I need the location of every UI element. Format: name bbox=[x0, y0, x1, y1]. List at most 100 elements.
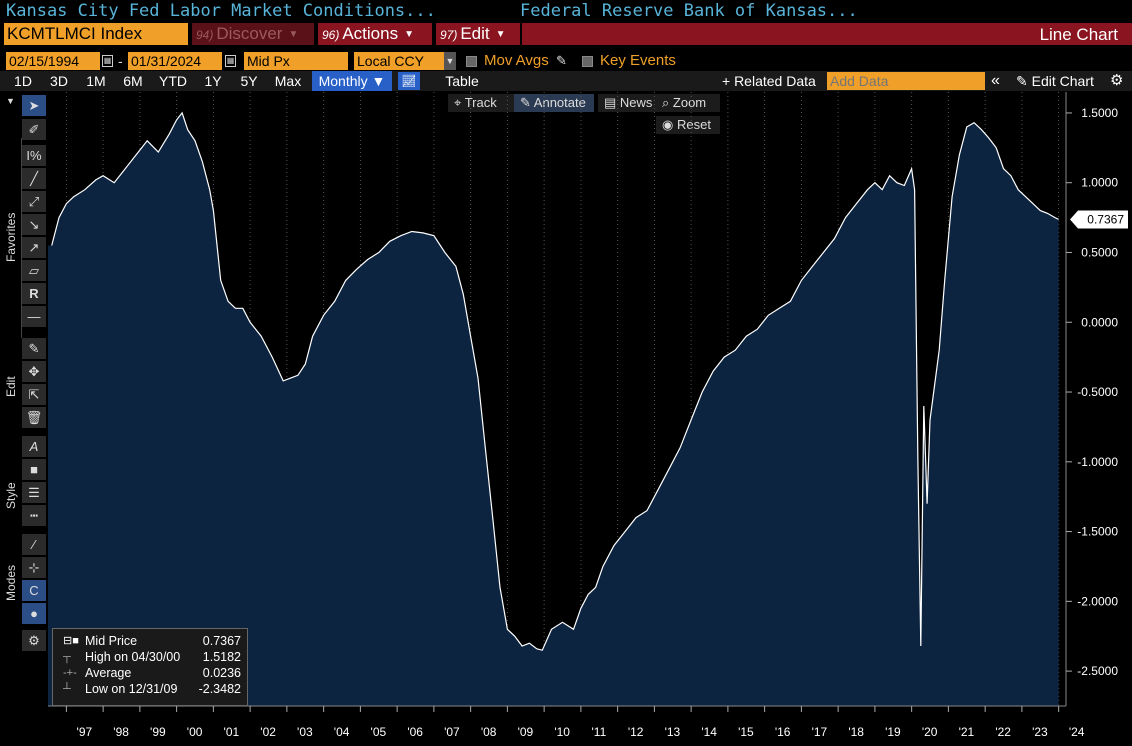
reset-button[interactable]: ◉ Reset bbox=[656, 116, 720, 134]
field-input[interactable]: Mid Px bbox=[244, 52, 348, 70]
series-line bbox=[51, 111, 1059, 651]
x-tick-label: '16 bbox=[775, 725, 791, 739]
ray-tool-icon[interactable]: ↗ bbox=[22, 237, 46, 259]
legend-value: 0.7367 bbox=[202, 634, 241, 648]
channel-tool-icon[interactable]: ▱ bbox=[22, 260, 46, 282]
currency-select[interactable]: Local CCY bbox=[354, 52, 444, 70]
annotate-label: Annotate bbox=[533, 95, 586, 110]
x-tick-label: '23 bbox=[1032, 725, 1048, 739]
gear-icon[interactable]: ⚙ bbox=[1110, 72, 1124, 89]
x-tick-label: '04 bbox=[334, 725, 350, 739]
y-tick-label: -1.5000 bbox=[1077, 525, 1118, 539]
crosshair-icon: ⌖ bbox=[454, 95, 465, 110]
pointer-icon[interactable]: ➤ bbox=[22, 95, 46, 117]
title-bar: Kansas City Fed Labor Market Conditions.… bbox=[0, 0, 1132, 22]
calendar-icon[interactable]: ▦ bbox=[102, 55, 113, 67]
x-tick-label: '13 bbox=[665, 725, 681, 739]
hline-tool-icon[interactable]: — bbox=[22, 306, 46, 328]
range-ytd[interactable]: YTD bbox=[159, 73, 187, 89]
text-tool-icon[interactable]: R bbox=[22, 283, 46, 305]
x-tick-label: '03 bbox=[297, 725, 313, 739]
range-6m[interactable]: 6M bbox=[123, 73, 143, 89]
y-tick-label: 1.5000 bbox=[1081, 106, 1118, 120]
legend-value: 1.5182 bbox=[202, 650, 241, 664]
chevron-down-icon[interactable]: ▼ bbox=[444, 52, 456, 70]
line-chart-icon[interactable]: 📈︎ bbox=[398, 72, 420, 90]
legend-value: -2.3482 bbox=[198, 682, 241, 696]
magnet-icon[interactable]: C bbox=[22, 580, 46, 602]
security-name: Kansas City Fed Labor Market Conditions.… bbox=[6, 1, 436, 21]
line-tool-icon[interactable]: ╱ bbox=[22, 168, 46, 190]
x-tick-label: '99 bbox=[150, 725, 166, 739]
pen-icon[interactable]: ✐ bbox=[22, 119, 46, 141]
discover-num: 94) bbox=[196, 28, 214, 42]
pattern-icon[interactable]: ⁄ bbox=[22, 534, 46, 556]
range-max[interactable]: Max bbox=[274, 73, 302, 89]
drawing-tools-sidebar: ▼ Favorites Edit Style Modes ➤ ✐ I% ╱ ⤢ … bbox=[0, 92, 48, 746]
frequency-select[interactable]: Monthly ▼ bbox=[312, 71, 392, 91]
y-tick-label: -2.0000 bbox=[1077, 594, 1118, 608]
trendline-icon[interactable]: ⤢ bbox=[22, 191, 46, 213]
x-tick-label: '09 bbox=[518, 725, 534, 739]
line-style-icon[interactable]: ┅ bbox=[22, 505, 46, 527]
color-palette-icon[interactable]: ● bbox=[22, 603, 46, 625]
x-tick-label: '14 bbox=[701, 725, 717, 739]
mov-avgs-checkbox[interactable] bbox=[466, 56, 477, 67]
issuer-name: Federal Reserve Bank of Kansas... bbox=[520, 1, 858, 21]
range-1m[interactable]: 1M bbox=[86, 73, 106, 89]
table-button[interactable]: Table bbox=[445, 73, 479, 89]
range-1y[interactable]: 1Y bbox=[204, 73, 222, 89]
select-icon[interactable]: ⇱ bbox=[22, 384, 46, 406]
edit-chart-label: Edit Chart bbox=[1031, 73, 1094, 89]
x-tick-label: '10 bbox=[554, 725, 570, 739]
pencil-icon: ✎ bbox=[520, 95, 534, 110]
gear-icon[interactable]: ⚙ bbox=[22, 630, 46, 652]
collapse-button[interactable]: « bbox=[991, 72, 1000, 89]
legend-name: Average bbox=[85, 666, 132, 680]
range-1d[interactable]: 1D bbox=[14, 73, 32, 89]
y-tick-label: 1.0000 bbox=[1081, 176, 1118, 190]
news-label: News bbox=[619, 95, 653, 110]
discover-menu[interactable]: 94) Discover ▼ bbox=[192, 23, 314, 45]
snap-icon[interactable]: ⊹ bbox=[22, 557, 46, 579]
percent-tool-icon[interactable]: I% bbox=[22, 145, 46, 167]
news-button[interactable]: ▤ News bbox=[598, 94, 656, 112]
line-weight-icon[interactable]: ☰ bbox=[22, 482, 46, 504]
trash-icon[interactable]: 🗑︎ bbox=[22, 407, 46, 429]
pencil-icon[interactable]: ✎ bbox=[556, 53, 567, 68]
track-button[interactable]: ⌖ Track bbox=[448, 94, 514, 112]
brush-icon[interactable]: ✎ bbox=[22, 338, 46, 360]
chevron-down-icon: ▼ bbox=[404, 29, 414, 40]
edit-menu[interactable]: 97) Edit ▼ bbox=[436, 23, 520, 45]
fill-color-icon[interactable]: ■ bbox=[22, 459, 46, 481]
ticker-field[interactable]: KCMTLMCI Index bbox=[4, 23, 188, 45]
x-tick-label: '11 bbox=[592, 725, 607, 739]
key-events-label: Key Events bbox=[600, 52, 676, 69]
y-tick-label: -0.5000 bbox=[1077, 385, 1118, 399]
calendar-icon[interactable]: ▦ bbox=[225, 55, 236, 67]
legend-box: ⊟■ Mid Price 0.7367 ┬ High on 04/30/00 1… bbox=[52, 628, 248, 706]
menu-bar-fill: Line Chart bbox=[522, 23, 1132, 45]
key-events-checkbox[interactable] bbox=[582, 56, 593, 67]
actions-menu[interactable]: 96) Actions ▼ bbox=[318, 23, 432, 45]
annotate-button[interactable]: ✎ Annotate bbox=[514, 94, 594, 112]
zoom-label: Zoom bbox=[672, 95, 707, 110]
search-icon: ⌕ bbox=[662, 95, 673, 110]
arrow-tool-icon[interactable]: ↘ bbox=[22, 214, 46, 236]
triangle-down-icon[interactable]: ▼ bbox=[6, 96, 15, 106]
actions-label: Actions bbox=[342, 24, 399, 43]
legend-square-icon[interactable]: ⊟■ bbox=[63, 635, 79, 647]
start-date-input[interactable]: 02/15/1994 bbox=[6, 52, 100, 70]
range-5y[interactable]: 5Y bbox=[240, 73, 258, 89]
zoom-button[interactable]: ⌕ Zoom bbox=[656, 94, 720, 112]
move-icon[interactable]: ✥ bbox=[22, 361, 46, 383]
range-3d[interactable]: 3D bbox=[50, 73, 68, 89]
font-icon[interactable]: A bbox=[22, 436, 46, 458]
end-date-input[interactable]: 01/31/2024 bbox=[128, 52, 222, 70]
high-marker-icon: ┬ bbox=[63, 651, 71, 663]
add-data-input[interactable] bbox=[827, 72, 985, 90]
edit-chart-button[interactable]: ✎ Edit Chart bbox=[1016, 71, 1094, 91]
y-tick-label: -2.5000 bbox=[1077, 664, 1118, 678]
related-data-button[interactable]: + Related Data bbox=[722, 73, 816, 89]
